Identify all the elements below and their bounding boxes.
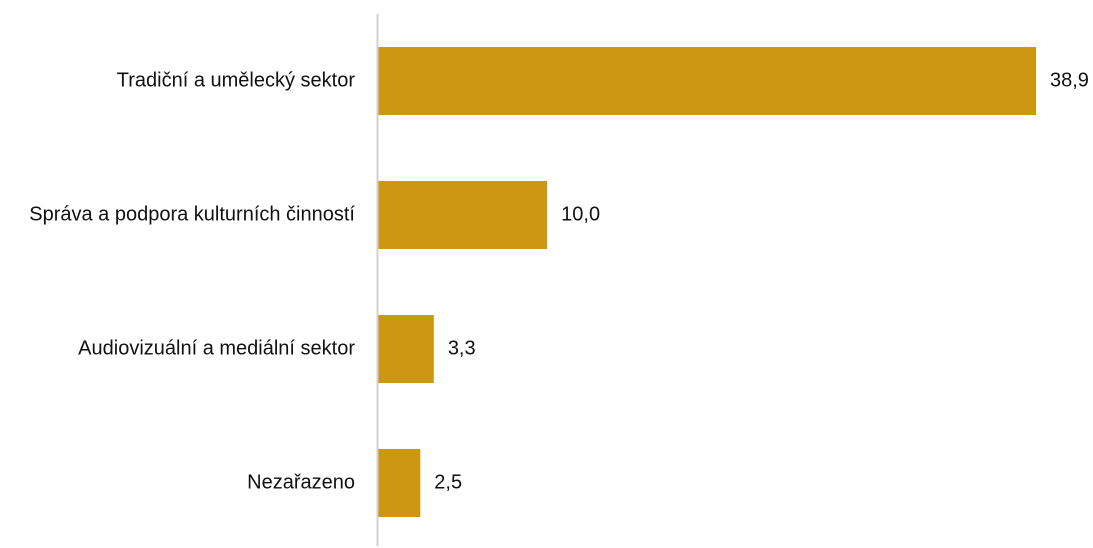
value-label-1: 10,0 [561, 203, 600, 225]
value-label-3: 2,5 [434, 471, 462, 493]
category-label-1: Správa a podpora kulturních činností [29, 203, 355, 225]
bar-0 [378, 47, 1036, 115]
category-label-2: Audiovizuální a mediální sektor [78, 337, 355, 359]
value-label-2: 3,3 [448, 337, 476, 359]
bar-3 [378, 449, 421, 517]
value-label-0: 38,9 [1050, 69, 1089, 91]
category-label-3: Nezařazeno [247, 471, 355, 493]
bar-2 [378, 315, 434, 383]
labels-group: Tradiční a umělecký sektor 38,9 Správa a p… [29, 69, 1089, 493]
bars-group [378, 47, 1036, 517]
category-label-0: Tradiční a umělecký sektor [117, 69, 356, 91]
bar-1 [378, 181, 548, 249]
